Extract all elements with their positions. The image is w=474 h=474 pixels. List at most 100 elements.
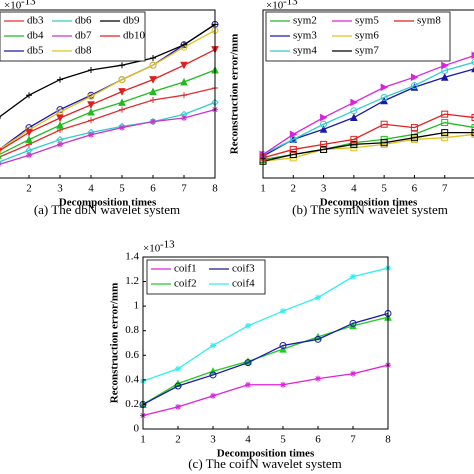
legend-label: coif3 — [232, 263, 255, 275]
legend-label: sym4 — [293, 45, 317, 57]
legend-box — [0, 11, 146, 62]
y-tick-label: 0.2 — [125, 398, 139, 410]
marker — [56, 114, 64, 123]
caption: (a) The dbN wavelet system — [34, 202, 180, 217]
marker — [210, 392, 216, 399]
series-line — [262, 133, 474, 162]
legend-label: db4 — [27, 30, 44, 42]
marker — [26, 92, 32, 99]
marker — [150, 97, 156, 103]
marker — [350, 98, 358, 107]
legend-label: sym2 — [293, 15, 317, 27]
x-tick-label: 4 — [245, 434, 251, 446]
y-tick-label: 0 — [134, 423, 140, 435]
marker — [25, 128, 33, 137]
series-line — [142, 364, 389, 417]
series-line — [142, 316, 389, 405]
legend-label: db5 — [27, 45, 44, 57]
marker — [149, 87, 157, 96]
marker — [315, 294, 321, 301]
marker — [410, 134, 418, 142]
marker — [25, 135, 33, 144]
plot-frame — [0, 9, 216, 179]
marker — [0, 155, 2, 159]
marker — [320, 120, 328, 128]
x-tick-label: 8 — [212, 183, 218, 195]
marker — [175, 365, 181, 372]
marker — [87, 107, 95, 116]
marker — [150, 118, 156, 125]
series-line — [0, 49, 216, 152]
marker — [289, 150, 297, 158]
marker — [314, 335, 322, 343]
series-line — [262, 61, 474, 156]
y-axis-label: Reconstruction error/mm — [229, 34, 241, 154]
series-line — [142, 312, 389, 406]
marker — [279, 341, 287, 349]
x-axis-label: Decomposition times — [320, 197, 418, 209]
marker — [88, 117, 94, 124]
marker — [350, 273, 356, 280]
marker — [320, 145, 328, 153]
legend-label: db7 — [75, 30, 92, 42]
marker — [210, 342, 216, 349]
x-tick-label: 1 — [140, 434, 146, 446]
marker — [280, 381, 286, 388]
legend-label: sym7 — [355, 45, 379, 57]
y-tick-label: 1.2 — [125, 275, 139, 287]
marker — [57, 141, 63, 148]
marker — [471, 114, 474, 122]
legend-label: coif4 — [232, 278, 255, 290]
chart: 2 3 4 5 6 7 8 Decomposition times ×10 -13 db3 db4 db… — [0, 0, 219, 217]
plot-frame — [142, 256, 389, 430]
legend-label: sym5 — [355, 15, 379, 27]
marker — [320, 140, 328, 148]
y-scale-label: ×10 — [4, 0, 22, 12]
marker — [180, 61, 188, 70]
marker — [471, 58, 474, 66]
marker — [320, 113, 328, 122]
marker — [440, 73, 449, 81]
legend-label: db10 — [123, 30, 146, 42]
marker — [180, 77, 188, 86]
marker — [380, 93, 388, 101]
marker — [350, 135, 358, 143]
marker — [87, 92, 95, 100]
x-tick-label: 2 — [291, 183, 297, 195]
marker — [119, 124, 125, 131]
marker — [380, 139, 388, 147]
chart: 1 2 3 4 5 6 7 8 0 0.2 0.4 0.6 0.8 1 1.2 1.4 Decompositio… — [109, 239, 392, 471]
x-tick-label: 6 — [412, 183, 418, 195]
series-line — [142, 267, 389, 382]
marker — [118, 98, 126, 106]
series-line — [0, 101, 216, 163]
marker — [471, 129, 474, 137]
marker — [181, 115, 187, 121]
marker — [410, 82, 418, 90]
marker — [441, 119, 449, 127]
marker — [350, 113, 358, 122]
series-line — [262, 55, 474, 156]
marker — [87, 101, 95, 109]
marker — [350, 140, 358, 148]
caption: (b) The symN wavelet system — [292, 202, 448, 217]
legend-label: db8 — [75, 45, 92, 57]
marker — [57, 76, 63, 83]
y-tick-label: 0.8 — [125, 324, 139, 336]
x-tick-label: 5 — [280, 434, 286, 446]
x-tick-label: 8 — [385, 434, 391, 446]
marker — [118, 76, 126, 84]
marker — [410, 83, 419, 91]
marker — [56, 121, 64, 129]
x-tick-label: 3 — [210, 434, 216, 446]
legend-box — [265, 11, 451, 62]
y-scale-exponent: -13 — [160, 239, 175, 251]
marker — [149, 76, 157, 84]
x-tick-label: 4 — [88, 183, 94, 195]
marker — [471, 124, 474, 132]
marker — [118, 88, 126, 96]
legend-label: sym8 — [417, 15, 441, 27]
marker — [350, 370, 356, 377]
caption: (c) The coifN wavelet system — [188, 456, 342, 471]
